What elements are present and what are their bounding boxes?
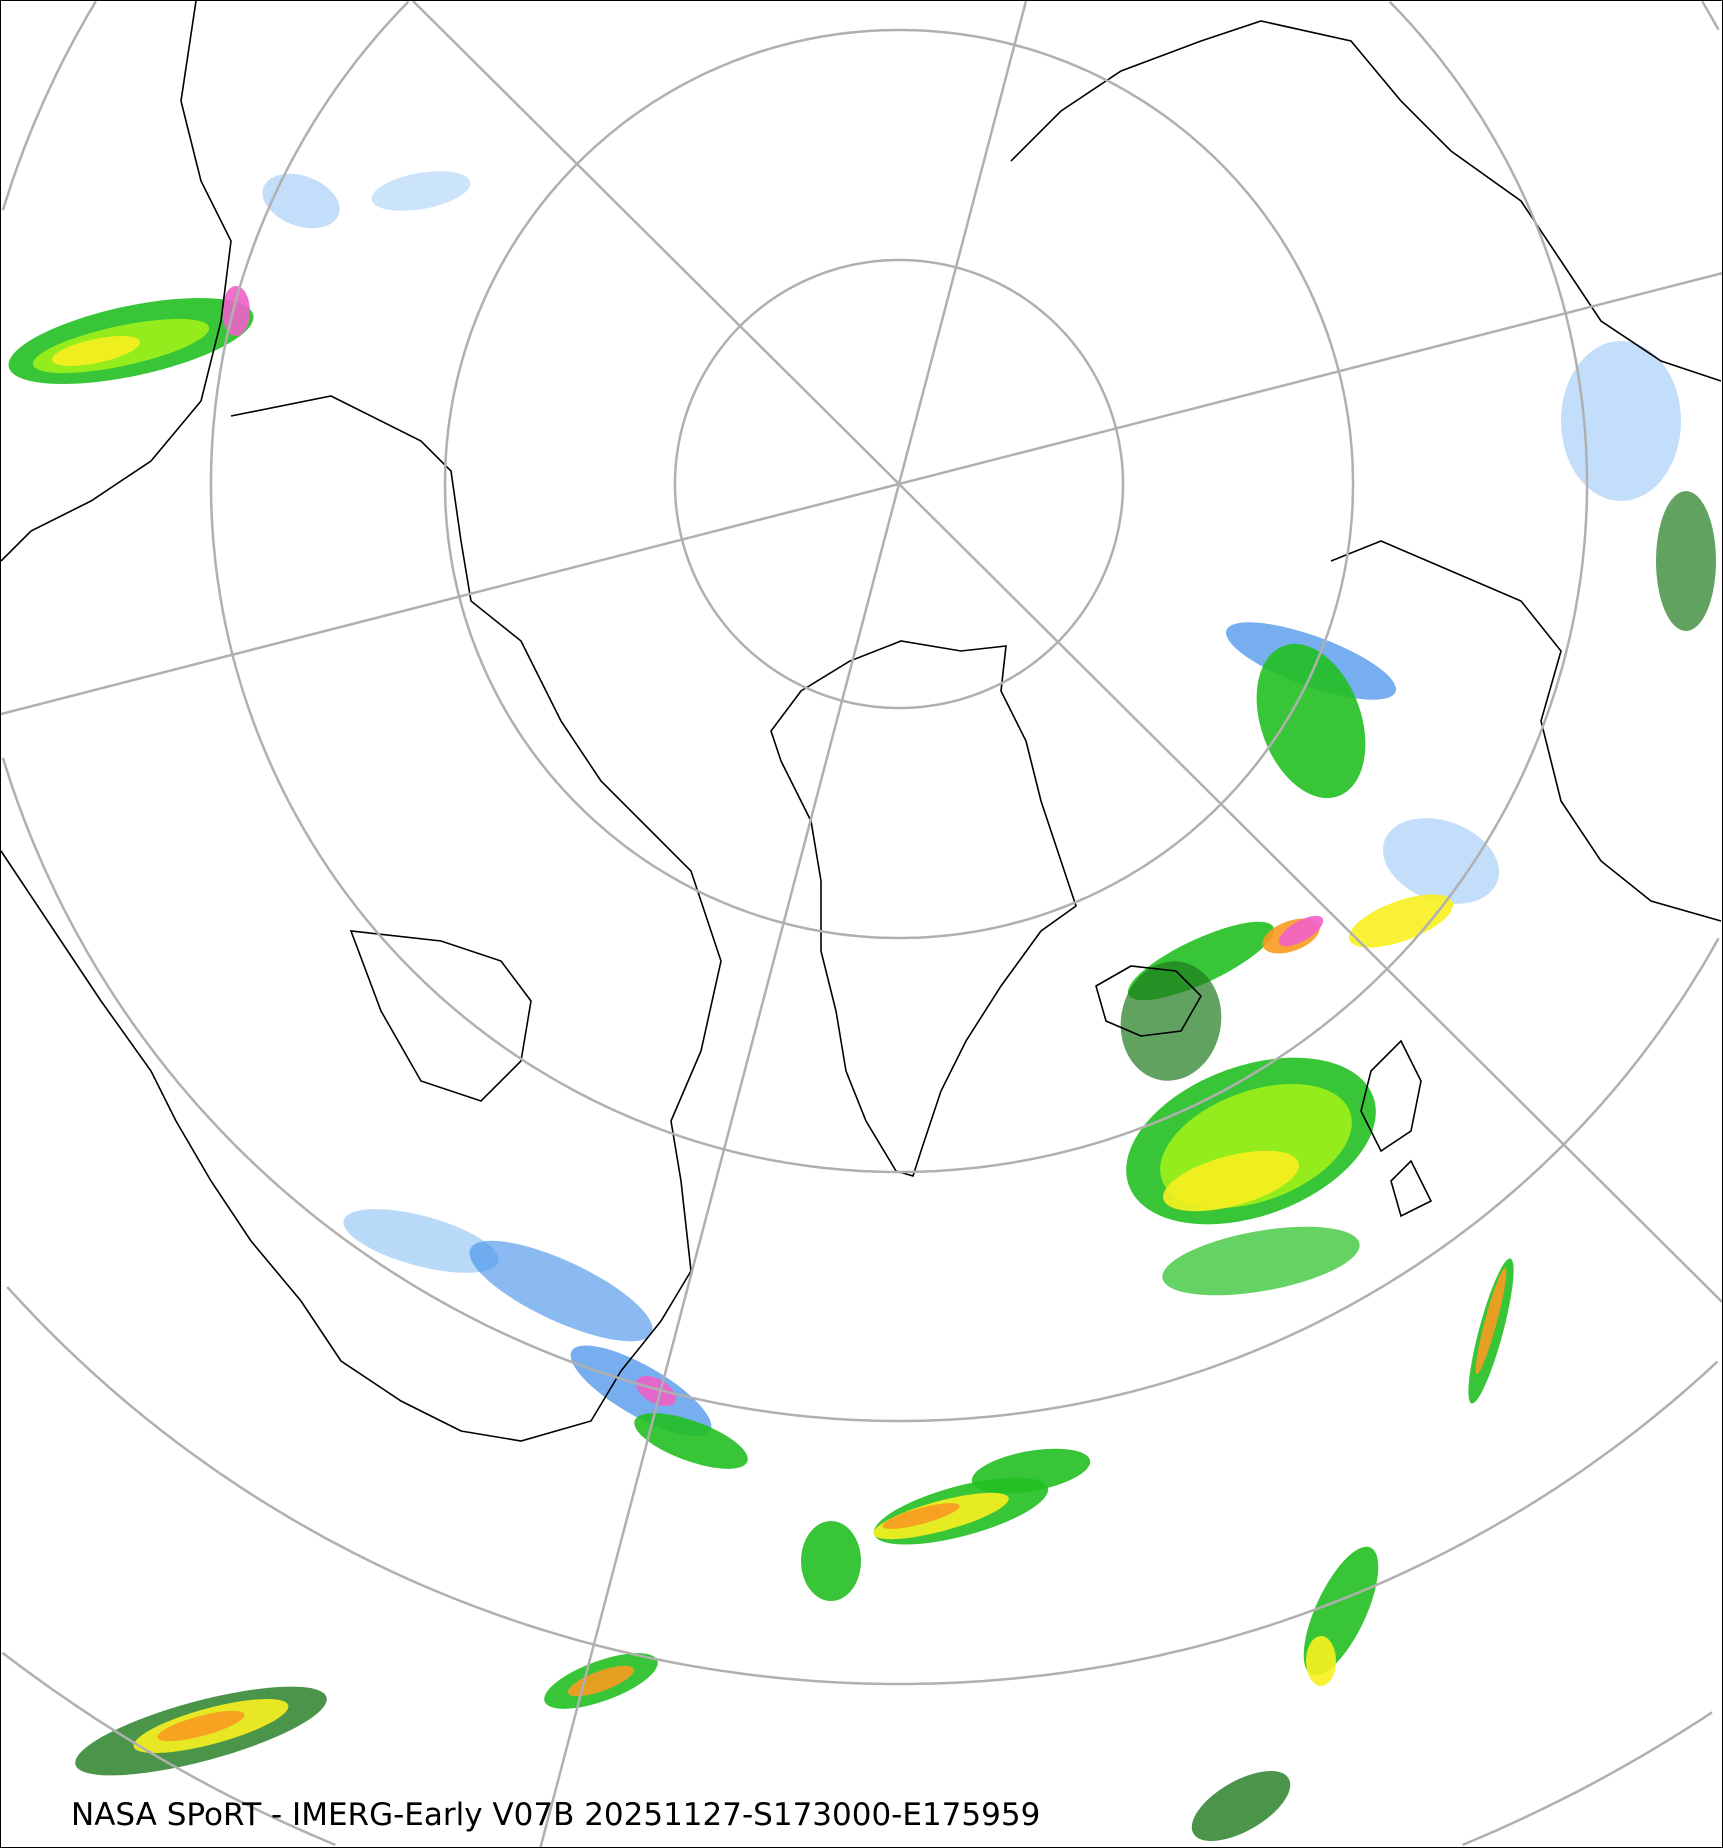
precipitation-area bbox=[1256, 643, 1366, 799]
precipitation-area bbox=[634, 1413, 748, 1469]
precipitation-area bbox=[1303, 1546, 1379, 1676]
meridian-line bbox=[412, 1, 1722, 1303]
precipitation-area bbox=[1656, 491, 1716, 631]
latitude-circle bbox=[673, 258, 1125, 710]
coastlines-layer bbox=[1, 1, 1722, 1442]
latitude-circle bbox=[443, 28, 1355, 940]
precipitation-area bbox=[1561, 341, 1681, 501]
meridian-line bbox=[539, 1, 1028, 1847]
alaska-coastline bbox=[1, 1, 232, 562]
precipitation-area bbox=[222, 286, 250, 336]
precipitation-area bbox=[469, 1240, 653, 1342]
precipitation-layer bbox=[8, 171, 1716, 1841]
latitude-circle bbox=[1, 1, 1720, 1423]
precipitation-area bbox=[1191, 1771, 1291, 1841]
precipitation-area bbox=[1163, 1150, 1299, 1212]
precipitation-area bbox=[567, 1665, 635, 1697]
precipitation-area bbox=[1278, 915, 1324, 947]
precipitation-area bbox=[971, 1448, 1091, 1494]
precipitation-area bbox=[157, 1710, 245, 1742]
precipitation-area bbox=[51, 335, 141, 367]
latitude-circle bbox=[6, 1286, 1719, 1686]
canada-coastline bbox=[1, 395, 722, 1442]
greenland-coastline bbox=[770, 640, 1077, 1177]
latitude-circle bbox=[209, 1, 1589, 1174]
precipitation-area bbox=[882, 1503, 960, 1529]
siberia-coastline bbox=[1010, 20, 1722, 382]
precipitation-area bbox=[371, 171, 471, 211]
precipitation-area bbox=[801, 1521, 861, 1601]
precipitation-area bbox=[1348, 894, 1454, 948]
precipitation-area bbox=[636, 1375, 676, 1407]
british-isles-coastline bbox=[1360, 1039, 1433, 1218]
map-caption: NASA SPoRT - IMERG-Early V07B 20251127-S… bbox=[71, 1797, 1041, 1833]
hudson-bay-coastline bbox=[349, 930, 532, 1102]
europe-coastline bbox=[1330, 540, 1722, 922]
iceland-coastline bbox=[1095, 965, 1202, 1037]
precipitation-area bbox=[1306, 1636, 1336, 1686]
meridian-line bbox=[1, 271, 1722, 716]
precipitation-area bbox=[1382, 818, 1500, 904]
precipitation-area bbox=[1162, 1226, 1360, 1296]
precipitation-area bbox=[262, 173, 340, 229]
precipitation-area bbox=[1475, 1267, 1507, 1375]
latitude-circle bbox=[1, 1651, 1713, 1847]
precipitation-area bbox=[343, 1209, 499, 1273]
